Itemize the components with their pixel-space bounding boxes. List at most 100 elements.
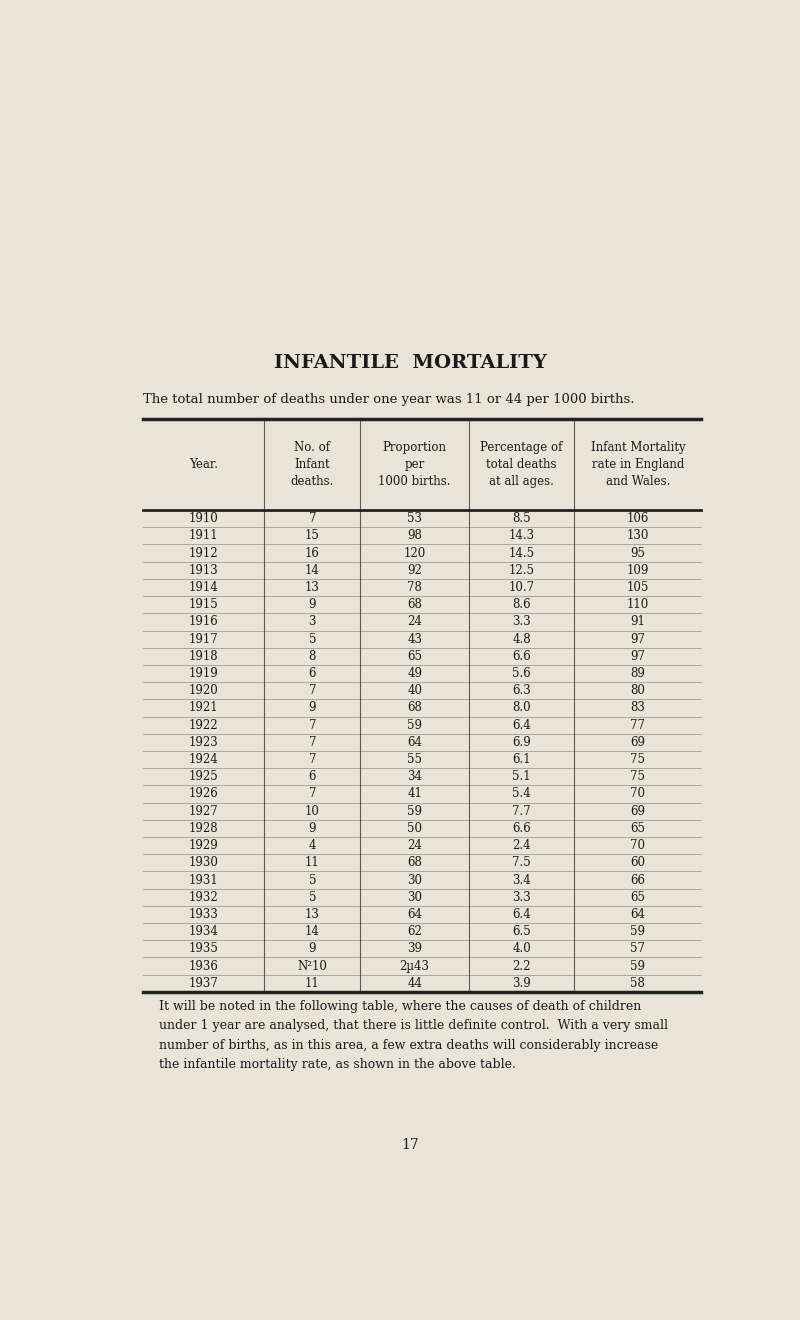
- Text: 1922: 1922: [189, 718, 218, 731]
- Text: 15: 15: [305, 529, 320, 543]
- Text: 64: 64: [630, 908, 646, 921]
- Text: 24: 24: [407, 840, 422, 853]
- Text: 65: 65: [630, 822, 646, 834]
- Text: 6.1: 6.1: [512, 754, 531, 766]
- Text: 8: 8: [309, 649, 316, 663]
- Text: 12.5: 12.5: [509, 564, 534, 577]
- Text: 1913: 1913: [189, 564, 218, 577]
- Text: 64: 64: [407, 908, 422, 921]
- Text: 65: 65: [407, 649, 422, 663]
- Text: Infant Mortality
rate in England
and Wales.: Infant Mortality rate in England and Wal…: [590, 441, 685, 488]
- Text: 9: 9: [309, 598, 316, 611]
- Text: 6: 6: [309, 771, 316, 783]
- Text: 1918: 1918: [189, 649, 218, 663]
- Text: 4: 4: [309, 840, 316, 853]
- Text: 1936: 1936: [189, 960, 218, 973]
- Text: 5: 5: [309, 632, 316, 645]
- Text: 6.5: 6.5: [512, 925, 531, 939]
- Text: 5.6: 5.6: [512, 667, 531, 680]
- Text: 4.0: 4.0: [512, 942, 531, 956]
- Text: 1915: 1915: [189, 598, 218, 611]
- Text: 8.6: 8.6: [512, 598, 531, 611]
- Text: 1910: 1910: [189, 512, 218, 525]
- Text: 11: 11: [305, 857, 320, 870]
- Text: 8.5: 8.5: [512, 512, 531, 525]
- Text: 9: 9: [309, 701, 316, 714]
- Text: 2.4: 2.4: [512, 840, 531, 853]
- Text: 10.7: 10.7: [509, 581, 534, 594]
- Text: 34: 34: [407, 771, 422, 783]
- Text: 7: 7: [309, 718, 316, 731]
- Text: 75: 75: [630, 754, 646, 766]
- Text: 68: 68: [407, 701, 422, 714]
- Text: 2.2: 2.2: [512, 960, 531, 973]
- Text: 109: 109: [626, 564, 649, 577]
- Text: 1919: 1919: [189, 667, 218, 680]
- Text: 1912: 1912: [189, 546, 218, 560]
- Text: 1924: 1924: [189, 754, 218, 766]
- Text: 30: 30: [407, 891, 422, 904]
- Text: 106: 106: [626, 512, 649, 525]
- Text: 83: 83: [630, 701, 646, 714]
- Text: 7: 7: [309, 735, 316, 748]
- Text: 59: 59: [407, 718, 422, 731]
- Text: 80: 80: [630, 684, 646, 697]
- Text: 9: 9: [309, 942, 316, 956]
- Text: 110: 110: [626, 598, 649, 611]
- Text: 11: 11: [305, 977, 320, 990]
- Text: 130: 130: [626, 529, 649, 543]
- Text: 59: 59: [630, 925, 646, 939]
- Text: 5.4: 5.4: [512, 788, 531, 800]
- Text: 1928: 1928: [189, 822, 218, 834]
- Text: 3: 3: [309, 615, 316, 628]
- Text: 14.5: 14.5: [509, 546, 534, 560]
- Text: 60: 60: [630, 857, 646, 870]
- Text: The total number of deaths under one year was 11 or 44 per 1000 births.: The total number of deaths under one yea…: [143, 393, 635, 407]
- Text: No. of
Infant
deaths.: No. of Infant deaths.: [290, 441, 334, 488]
- Text: 1925: 1925: [189, 771, 218, 783]
- Text: 75: 75: [630, 771, 646, 783]
- Text: 7.5: 7.5: [512, 857, 531, 870]
- Text: 1937: 1937: [189, 977, 218, 990]
- Text: 43: 43: [407, 632, 422, 645]
- Text: 1930: 1930: [189, 857, 218, 870]
- Text: 13: 13: [305, 908, 320, 921]
- Text: 97: 97: [630, 632, 646, 645]
- Text: Percentage of
total deaths
at all ages.: Percentage of total deaths at all ages.: [481, 441, 562, 488]
- Text: 7.7: 7.7: [512, 805, 531, 817]
- Text: 7: 7: [309, 788, 316, 800]
- Text: 1929: 1929: [189, 840, 218, 853]
- Text: 1916: 1916: [189, 615, 218, 628]
- Text: 92: 92: [407, 564, 422, 577]
- Text: 13: 13: [305, 581, 320, 594]
- Text: 50: 50: [407, 822, 422, 834]
- Text: 69: 69: [630, 805, 646, 817]
- Text: 69: 69: [630, 735, 646, 748]
- Text: 70: 70: [630, 788, 646, 800]
- Text: Year.: Year.: [190, 458, 218, 471]
- Text: 8.0: 8.0: [512, 701, 531, 714]
- Text: 91: 91: [630, 615, 646, 628]
- Text: It will be noted in the following table, where the causes of death of children
u: It will be noted in the following table,…: [159, 1001, 668, 1072]
- Text: 62: 62: [407, 925, 422, 939]
- Text: 3.3: 3.3: [512, 615, 531, 628]
- Text: 95: 95: [630, 546, 646, 560]
- Text: 5: 5: [309, 891, 316, 904]
- Text: 53: 53: [407, 512, 422, 525]
- Text: 59: 59: [407, 805, 422, 817]
- Text: 1935: 1935: [189, 942, 218, 956]
- Text: 78: 78: [407, 581, 422, 594]
- Text: 17: 17: [401, 1138, 419, 1152]
- Text: 64: 64: [407, 735, 422, 748]
- Text: 5: 5: [309, 874, 316, 887]
- Text: 1933: 1933: [189, 908, 218, 921]
- Text: 14: 14: [305, 564, 320, 577]
- Text: 49: 49: [407, 667, 422, 680]
- Text: 70: 70: [630, 840, 646, 853]
- Text: 1931: 1931: [189, 874, 218, 887]
- Text: 39: 39: [407, 942, 422, 956]
- Text: 66: 66: [630, 874, 646, 887]
- Text: 3.4: 3.4: [512, 874, 531, 887]
- Text: 98: 98: [407, 529, 422, 543]
- Text: 6.6: 6.6: [512, 822, 531, 834]
